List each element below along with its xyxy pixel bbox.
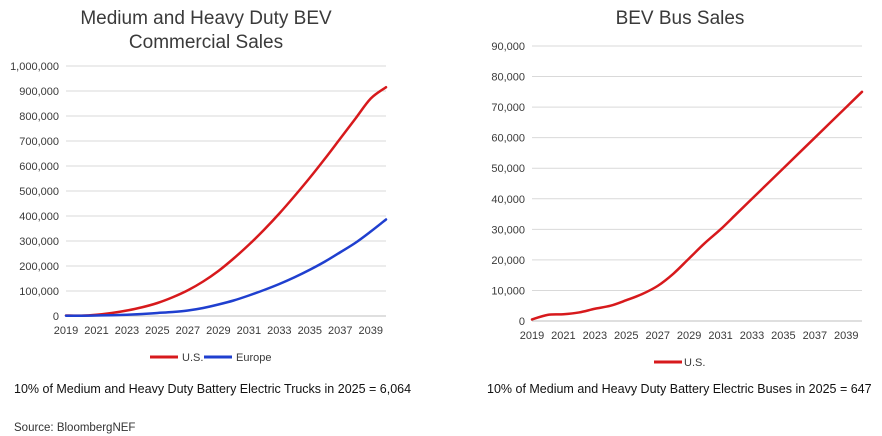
trucks-y-tick-label: 800,000 xyxy=(19,111,59,123)
bus-y-tick-label: 20,000 xyxy=(491,255,525,267)
bus-footnote: 10% of Medium and Heavy Duty Battery Ele… xyxy=(487,382,872,396)
trucks-y-tick-label: 600,000 xyxy=(19,161,59,173)
bus-x-tick-label: 2027 xyxy=(645,330,669,342)
trucks-chart-title-line-1: Medium and Heavy Duty BEV xyxy=(80,8,332,29)
bus-x-tick-label: 2021 xyxy=(551,330,575,342)
bus-chart-x-axis: 2019 2021 2023 2025 2027 2029 2031 2033 2035 2037… xyxy=(520,330,859,342)
trucks-x-tick-label: 2031 xyxy=(237,325,261,337)
legend-label-us: U.S. xyxy=(684,357,705,369)
bus-y-tick-label: 30,000 xyxy=(491,224,525,236)
legend-label-us: U.S. xyxy=(182,352,203,364)
bus-x-tick-label: 2039 xyxy=(834,330,858,342)
trucks-x-tick-label: 2021 xyxy=(84,325,108,337)
trucks-chart-legend: U.S. Europe xyxy=(150,352,271,364)
bus-chart-gridlines xyxy=(532,45,862,322)
trucks-y-tick-label: 400,000 xyxy=(19,211,59,223)
bus-chart-title: BEV Bus Sales xyxy=(616,8,745,29)
bus-x-tick-label: 2019 xyxy=(520,330,544,342)
bus-y-tick-label: 10,000 xyxy=(491,285,525,297)
trucks-x-tick-label: 2035 xyxy=(298,325,322,337)
source-note: Source: BloombergNEF xyxy=(14,422,135,434)
trucks-chart-y-axis: 0 100,000 200,000 300,000 400,000 500,000 600,… xyxy=(10,61,59,323)
trucks-chart: Medium and Heavy Duty BEV Commercial Sal… xyxy=(10,8,411,396)
trucks-x-tick-label: 2039 xyxy=(359,325,383,337)
trucks-y-tick-label: 700,000 xyxy=(19,136,59,148)
trucks-series-line-us xyxy=(64,86,388,317)
bus-y-tick-label: 60,000 xyxy=(491,133,525,145)
trucks-x-tick-label: 2029 xyxy=(206,325,230,337)
bus-x-tick-label: 2031 xyxy=(708,330,732,342)
trucks-x-tick-label: 2027 xyxy=(176,325,200,337)
bus-y-tick-label: 70,000 xyxy=(491,102,525,114)
trucks-y-tick-label: 200,000 xyxy=(19,261,59,273)
trucks-chart-x-axis: 2019 2021 2023 2025 2027 2029 2031 2033 2035 2037… xyxy=(54,325,383,337)
trucks-x-tick-label: 2037 xyxy=(328,325,352,337)
bus-x-tick-label: 2033 xyxy=(740,330,764,342)
trucks-y-tick-label: 900,000 xyxy=(19,86,59,98)
bus-x-tick-label: 2037 xyxy=(803,330,827,342)
bus-chart-legend: U.S. xyxy=(654,357,705,369)
trucks-y-tick-label: 100,000 xyxy=(19,286,59,298)
bus-y-tick-label: 80,000 xyxy=(491,72,525,84)
trucks-x-tick-label: 2019 xyxy=(54,325,78,337)
trucks-y-tick-label: 500,000 xyxy=(19,186,59,198)
bus-x-tick-label: 2023 xyxy=(583,330,607,342)
bus-y-tick-label: 0 xyxy=(519,316,525,328)
bus-chart: BEV Bus Sales 0 10,000 20,000 30,000 40,000 5… xyxy=(487,8,872,396)
bus-series-line-us xyxy=(530,90,864,321)
trucks-y-tick-label: 300,000 xyxy=(19,236,59,248)
trucks-y-tick-label: 0 xyxy=(53,311,59,323)
bus-y-tick-label: 90,000 xyxy=(491,41,525,53)
bus-x-tick-label: 2025 xyxy=(614,330,638,342)
bus-chart-y-axis: 0 10,000 20,000 30,000 40,000 50,000 60,000 70,… xyxy=(491,41,525,328)
trucks-x-tick-label: 2023 xyxy=(115,325,139,337)
trucks-x-tick-label: 2033 xyxy=(267,325,291,337)
bus-y-tick-label: 50,000 xyxy=(491,163,525,175)
bus-x-tick-label: 2029 xyxy=(677,330,701,342)
bus-y-tick-label: 40,000 xyxy=(491,194,525,206)
bus-x-tick-label: 2035 xyxy=(771,330,795,342)
trucks-x-tick-label: 2025 xyxy=(145,325,169,337)
trucks-chart-series xyxy=(64,86,388,318)
trucks-series-line-europe xyxy=(64,218,388,318)
trucks-footnote: 10% of Medium and Heavy Duty Battery Ele… xyxy=(14,382,411,396)
trucks-chart-title-line-2: Commercial Sales xyxy=(129,32,283,53)
trucks-y-tick-label: 1,000,000 xyxy=(10,61,59,73)
trucks-chart-gridlines xyxy=(66,65,386,317)
bus-chart-series xyxy=(530,90,864,321)
legend-label-europe: Europe xyxy=(236,352,271,364)
